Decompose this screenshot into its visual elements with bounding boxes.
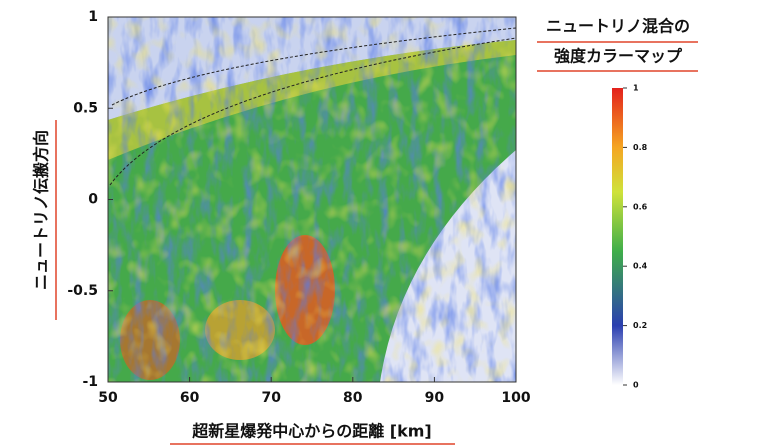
y-tick-label: 0 (88, 192, 98, 208)
colorbar-title: ニュートリノ混合の (546, 17, 690, 36)
colorbar-tick-label: 0.4 (633, 262, 648, 271)
page: ニュートリノ混合の 強度カラーマップ 超新星爆発中心からの距離 [km] ニュー… (0, 0, 763, 446)
colorbar-tick-label: 0.2 (633, 321, 647, 330)
colorbar-tick-label: 1 (633, 84, 639, 93)
heatmap-image (108, 17, 516, 382)
y-tick-label: 0.5 (73, 100, 98, 116)
x-tick-label: 70 (261, 390, 281, 406)
colorbar-tick-label: 0 (633, 381, 639, 390)
y-tick-label: -1 (82, 374, 98, 390)
x-axis-label: 超新星爆発中心からの距離 [km] (191, 422, 432, 441)
x-tick-label: 60 (180, 390, 200, 406)
chart: ニュートリノ混合の 強度カラーマップ 超新星爆発中心からの距離 [km] ニュー… (0, 0, 763, 446)
y-tick-label: 1 (88, 9, 98, 25)
y-axis-label: ニュートリノ伝搬方向 (32, 130, 51, 290)
colorbar (612, 88, 623, 385)
x-tick-label: 50 (98, 390, 118, 406)
colorbar-title: 強度カラーマップ (554, 47, 683, 66)
y-tick-label: -0.5 (67, 283, 98, 299)
x-tick-label: 90 (425, 390, 445, 406)
colorbar-tick-label: 0.8 (633, 143, 648, 152)
x-tick-label: 100 (501, 390, 530, 406)
x-tick-label: 80 (343, 390, 363, 406)
colorbar-tick-label: 0.6 (633, 202, 648, 211)
